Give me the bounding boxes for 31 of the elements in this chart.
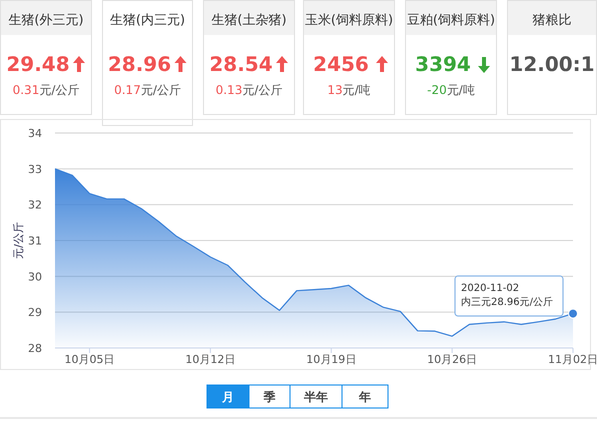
y-tick-label: 32 (28, 198, 42, 212)
x-tick-label: 10月05日 (64, 353, 115, 366)
x-tick-label: 10月12日 (185, 353, 236, 366)
category-label: 豆粕(饲料原料) (406, 13, 496, 28)
y-tick-label: 30 (28, 270, 42, 284)
card: 豆粕(饲料原料) 3394 -20元/吨 (405, 0, 497, 115)
category-label: 生猪(土杂猪) (211, 13, 287, 28)
category-label: 生猪(内三元) (110, 13, 186, 28)
card: 猪粮比 12.00:1 (507, 0, 597, 115)
y-tick-label: 28 (28, 342, 42, 355)
text: 月 (221, 390, 234, 404)
y-tick-label: 31 (28, 234, 42, 248)
card: 生猪(外三元) 29.48 0.31元/公斤 (0, 0, 92, 115)
y-axis-title: 元/公斤 (12, 222, 25, 259)
card: 生猪(土杂猪) 28.54 0.13元/公斤 (203, 0, 295, 115)
text: 年 (358, 390, 371, 404)
category-label: 生猪(外三元) (8, 13, 84, 28)
text: 季 (262, 390, 276, 404)
y-tick-label: 33 (28, 162, 42, 176)
x-tick-label: 10月19日 (306, 353, 356, 366)
y-tick-label: 34 (28, 127, 42, 140)
card: 玉米(饲料原料) 2456 13元/吨 (303, 0, 395, 115)
annotation: 2020-11-02 (461, 283, 520, 294)
card: 生猪(内三元) 28.96 0.17元/公斤 (102, 0, 193, 126)
category-label: 猪粮比 (532, 13, 572, 28)
text: 半年 (303, 390, 328, 404)
category-label: 玉米(饲料原料) (304, 13, 394, 28)
x-tick-label: 10月26日 (427, 353, 478, 366)
annotation: 内三元28.96元/公斤 (461, 296, 553, 308)
x-tick-label: 11月02日 (548, 353, 597, 366)
y-tick-label: 29 (28, 306, 42, 320)
